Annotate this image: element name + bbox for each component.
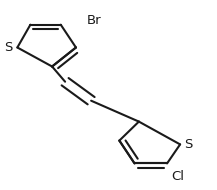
Text: Br: Br bbox=[87, 14, 101, 27]
Text: Cl: Cl bbox=[171, 170, 184, 183]
Text: S: S bbox=[5, 41, 13, 54]
Text: S: S bbox=[185, 138, 193, 151]
